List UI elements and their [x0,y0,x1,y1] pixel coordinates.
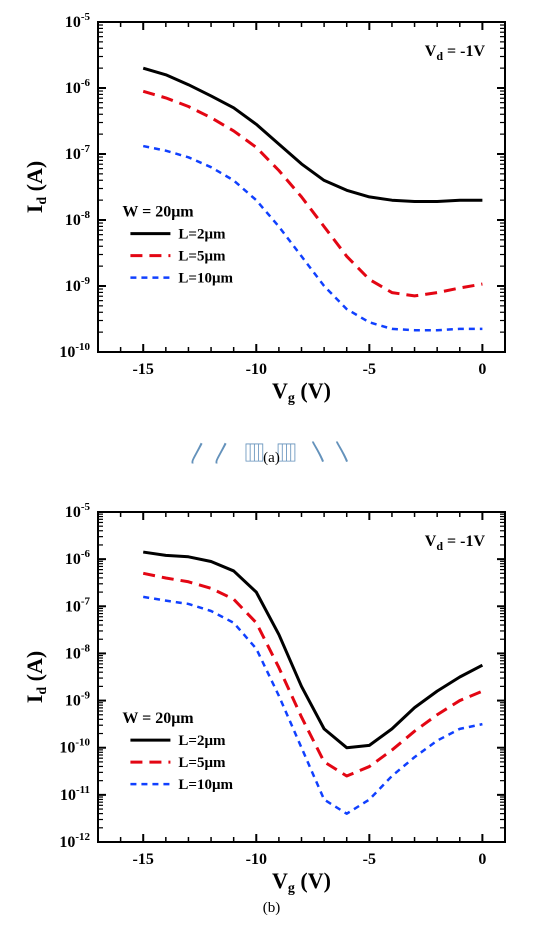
svg-text:10-7: 10-7 [65,143,91,163]
svg-text:0: 0 [478,361,486,378]
chart-a-svg: -15 -10 -5 0 10-10 10-9 10-8 10-7 10-6 10-5 Vg (V)… [20,10,523,410]
svg-text:10-11: 10-11 [60,784,90,804]
svg-text:L=2μm: L=2μm [178,733,226,749]
svg-text:-10: -10 [246,361,267,378]
chart-b-svg: -15 -10 -5 0 10-12 10-11 10-10 10-9 10-8 10-7 10-6… [20,500,523,900]
svg-text:10-7: 10-7 [65,595,91,615]
svg-text:10-8: 10-8 [65,642,91,662]
svg-text:10-9: 10-9 [65,275,91,295]
svg-text:10-6: 10-6 [65,77,91,97]
chart-b: -15 -10 -5 0 10-12 10-11 10-10 10-9 10-8 10-7 10-6… [20,500,523,910]
caption-b: (b) [0,900,543,917]
svg-text:W = 20μm: W = 20μm [122,710,194,727]
chart-a: -15 -10 -5 0 10-10 10-9 10-8 10-7 10-6 10-5 Vg (V)… [20,10,523,420]
svg-text:-5: -5 [363,851,376,868]
svg-text:-15: -15 [133,851,154,868]
svg-text:0: 0 [478,851,486,868]
svg-text:10-12: 10-12 [59,831,90,851]
svg-text:10-9: 10-9 [65,690,91,710]
svg-text:10-10: 10-10 [59,737,90,757]
caption-a: (a) [0,450,543,467]
svg-text:W = 20μm: W = 20μm [122,204,194,221]
svg-text:-5: -5 [363,361,376,378]
svg-text:L=5μm: L=5μm [178,249,226,265]
svg-text:10-8: 10-8 [65,209,91,229]
svg-text:-15: -15 [133,361,154,378]
svg-text:L=2μm: L=2μm [178,227,226,243]
svg-text:Id (A): Id (A) [22,161,50,213]
svg-text:Vg (V): Vg (V) [272,868,331,896]
svg-text:-10: -10 [246,851,267,868]
svg-text:10-5: 10-5 [65,11,91,31]
svg-text:L=10μm: L=10μm [178,271,233,287]
svg-text:L=10μm: L=10μm [178,777,233,793]
svg-text:Vg (V): Vg (V) [272,378,331,406]
svg-text:Id (A): Id (A) [22,651,50,703]
svg-text:L=5μm: L=5μm [178,755,226,771]
svg-text:10-10: 10-10 [59,341,90,361]
svg-text:10-6: 10-6 [65,548,91,568]
svg-text:10-5: 10-5 [65,501,91,521]
